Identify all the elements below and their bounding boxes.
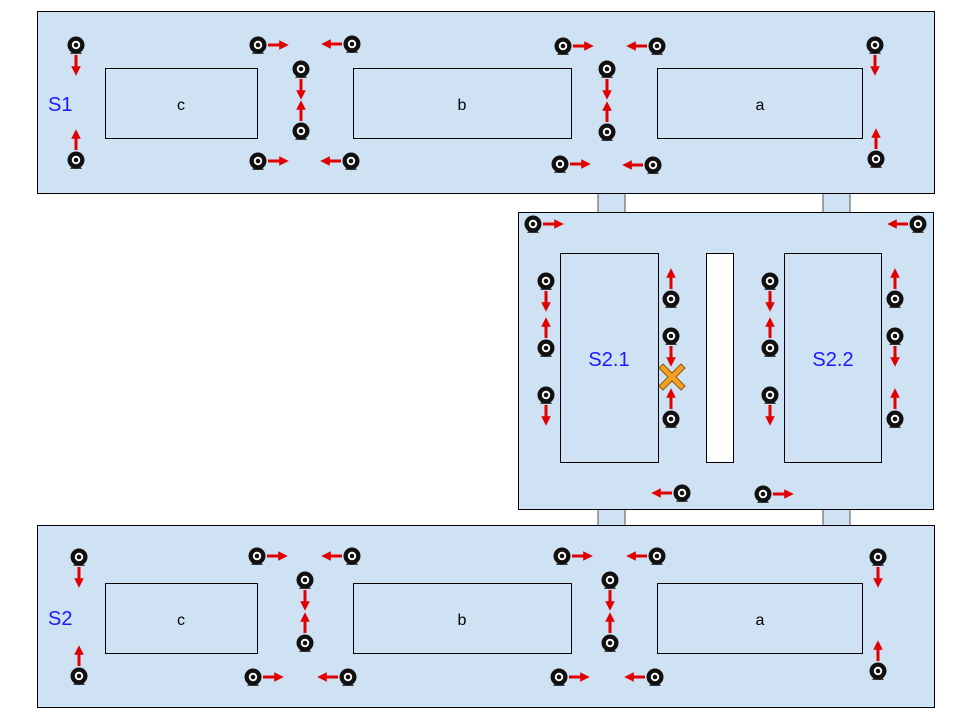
zone-s2-label: S2 xyxy=(48,608,72,630)
slot-b-label: b xyxy=(458,612,467,629)
security-camera-icon xyxy=(598,101,616,141)
slot-c-label: c xyxy=(177,612,185,629)
security-camera-icon xyxy=(662,327,680,367)
zone-connectors xyxy=(597,193,851,526)
security-camera-icon xyxy=(537,272,555,312)
slot-b xyxy=(353,583,572,654)
security-camera-icon xyxy=(320,152,360,170)
security-camera-icon xyxy=(317,668,357,686)
security-camera-icon xyxy=(321,547,361,565)
security-camera-icon xyxy=(554,37,594,55)
security-camera-icon xyxy=(622,156,662,174)
slot-a-label: a xyxy=(756,97,765,114)
security-camera-icon xyxy=(553,547,593,565)
center-divider xyxy=(706,253,734,463)
security-camera-icon xyxy=(761,386,779,426)
security-camera-icon xyxy=(651,484,691,502)
security-camera-icon xyxy=(292,100,310,140)
security-camera-icon xyxy=(249,152,289,170)
security-camera-icon xyxy=(249,36,289,54)
security-camera-icon xyxy=(321,35,361,53)
security-camera-icon xyxy=(67,36,85,76)
security-camera-icon xyxy=(67,129,85,169)
slot-s2-2-label: S2.2 xyxy=(812,349,853,371)
security-camera-icon xyxy=(244,668,284,686)
slot-b-label: b xyxy=(458,97,467,114)
security-camera-icon xyxy=(70,548,88,588)
security-camera-icon xyxy=(869,548,887,588)
camera-layer xyxy=(67,35,927,686)
security-camera-icon xyxy=(292,60,310,100)
zone-s1-label: S1 xyxy=(48,94,72,116)
slot-c xyxy=(105,68,258,139)
zone-s2-module: S2.1 S2.2 xyxy=(518,212,934,510)
security-camera-icon xyxy=(886,268,904,308)
security-camera-icon xyxy=(70,645,88,685)
slot-s2-2 xyxy=(784,253,882,463)
slot-c-label: c xyxy=(177,97,185,114)
security-camera-icon xyxy=(761,272,779,312)
slot-a-label: a xyxy=(756,612,765,629)
security-camera-icon xyxy=(626,37,666,55)
security-camera-icon xyxy=(598,60,616,100)
security-camera-icon xyxy=(866,36,884,76)
security-camera-icon xyxy=(550,668,590,686)
security-camera-icon xyxy=(601,612,619,652)
security-camera-icon xyxy=(886,327,904,367)
security-camera-icon xyxy=(537,317,555,357)
security-camera-icon xyxy=(754,485,794,503)
security-camera-icon xyxy=(524,215,564,233)
slot-a xyxy=(657,68,863,139)
slot-s2-1-label: S2.1 xyxy=(588,349,629,371)
security-camera-icon xyxy=(761,317,779,357)
security-camera-icon xyxy=(537,386,555,426)
security-camera-icon xyxy=(626,547,666,565)
security-camera-icon xyxy=(296,612,314,652)
slot-b xyxy=(353,68,572,139)
slot-s2-1 xyxy=(560,253,659,463)
security-camera-icon xyxy=(624,668,664,686)
security-camera-icon xyxy=(551,155,591,173)
slot-a xyxy=(657,583,863,654)
fault-x-icon xyxy=(658,363,686,391)
security-camera-icon xyxy=(869,640,887,680)
security-camera-icon xyxy=(886,388,904,428)
slot-c xyxy=(105,583,258,654)
security-camera-icon xyxy=(662,268,680,308)
zone-s1: S1 c b a xyxy=(37,11,935,194)
security-camera-icon xyxy=(296,571,314,611)
security-camera-icon xyxy=(662,388,680,428)
security-camera-icon xyxy=(601,571,619,611)
zone-s2: S2 c b a xyxy=(37,525,935,708)
security-camera-icon xyxy=(867,128,885,168)
security-camera-icon xyxy=(248,547,288,565)
security-camera-icon xyxy=(887,215,927,233)
